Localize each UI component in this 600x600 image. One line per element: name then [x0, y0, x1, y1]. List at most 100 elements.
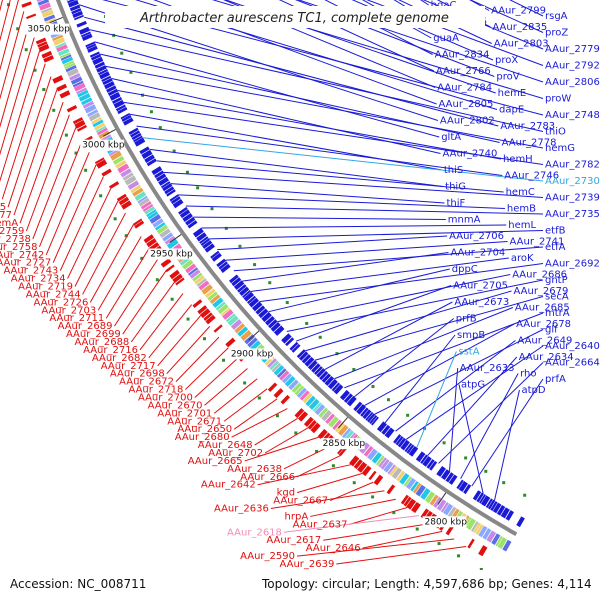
gene-label[interactable]: AAur_2834 — [435, 50, 490, 61]
gene-label[interactable]: AAur_2799 — [491, 6, 546, 17]
gene-label[interactable]: AAur_2778 — [502, 138, 557, 149]
gene-label[interactable]: AAur_2678 — [516, 319, 571, 330]
gene-label[interactable]: AAur_2784 — [437, 83, 492, 94]
gene-label[interactable]: AAur_2740 — [443, 149, 498, 160]
gene-label[interactable]: AAur_2670 — [148, 400, 203, 411]
gene-label[interactable]: AAur_2792 — [545, 61, 600, 72]
gene-label[interactable]: AAur_2835 — [492, 22, 547, 33]
gene-label[interactable]: AAur_2743 — [3, 266, 58, 277]
gene-label[interactable]: hemL — [508, 220, 536, 231]
gene-label[interactable]: AAur_2718 — [128, 385, 183, 396]
gene-label[interactable]: smpB — [457, 330, 485, 341]
gene-label[interactable]: hemC — [506, 187, 535, 198]
gene-label[interactable]: AAur_2673 — [454, 297, 509, 308]
gene-label[interactable]: AAur_2744 — [26, 289, 81, 300]
gene-label[interactable]: AAur_2679 — [514, 286, 569, 297]
gene-label[interactable]: AAur_2648 — [198, 440, 253, 451]
gene-label[interactable]: kgd — [277, 488, 296, 499]
gene-label[interactable]: proW — [545, 94, 571, 105]
gene-label[interactable]: AAur_2617 — [266, 535, 321, 546]
gene-label[interactable]: AAur_2665 — [188, 456, 243, 467]
gene-label[interactable]: AAur_2698 — [110, 369, 165, 380]
gene-label[interactable]: AAur_2735 — [545, 209, 600, 220]
gene-label[interactable]: AAur_2742 — [0, 250, 44, 261]
gene-label[interactable]: AAur_2719 — [18, 282, 73, 293]
gene-label[interactable]: hemH — [503, 154, 533, 165]
gene-label[interactable]: proV — [496, 72, 519, 83]
gene-label[interactable]: AAur_2758 — [0, 242, 37, 253]
gene-label[interactable]: AAur_2667 — [273, 496, 328, 507]
gene-label[interactable]: AAur_2745 — [0, 202, 6, 213]
gene-label[interactable]: thiG — [445, 182, 466, 193]
gene-label[interactable]: rsgA — [545, 11, 568, 22]
gene-label[interactable]: glf — [545, 325, 558, 336]
gene-label[interactable]: atpG — [461, 380, 485, 391]
gene-label[interactable]: hemE — [498, 88, 527, 99]
gene-label[interactable]: AAur_2671 — [167, 416, 222, 427]
gene-label[interactable]: hrpA — [285, 511, 309, 522]
gene-label[interactable]: AAur_2666 — [240, 472, 295, 483]
gene-label[interactable]: AAur_2716 — [83, 345, 138, 356]
gene-label[interactable]: AAur_2664 — [545, 358, 600, 369]
gene-label[interactable]: AAur_2739 — [545, 193, 600, 204]
gene-label[interactable]: thiF — [446, 198, 465, 209]
gene-label[interactable]: mtrA — [545, 308, 570, 319]
gene-label[interactable]: AAur_2803 — [494, 39, 549, 50]
gene-label[interactable]: AAur_2692 — [545, 259, 600, 270]
gene-label[interactable]: AAur_2702 — [208, 448, 263, 459]
gene-label[interactable]: AAur_2672 — [119, 377, 174, 388]
gene-label[interactable]: guaA — [433, 33, 459, 44]
gene-label[interactable]: AAur_2726 — [33, 297, 88, 308]
gene-label[interactable]: sstA — [458, 347, 479, 358]
gene-label[interactable]: AAur_2618 — [227, 527, 282, 538]
gene-label[interactable]: AAur_2689 — [58, 321, 113, 332]
gene-label[interactable]: AAur_2782 — [545, 160, 600, 171]
gene-label[interactable]: AAur_2802 — [440, 116, 495, 127]
gene-label[interactable]: AAur_2759 — [0, 226, 24, 237]
gene-label[interactable]: dppC — [452, 264, 478, 275]
gene-label[interactable]: AAur_2650 — [177, 424, 232, 435]
gene-label[interactable]: AAur_2727 — [0, 258, 51, 269]
gene-label[interactable]: AAur_2649 — [517, 336, 572, 347]
gene-label[interactable]: thiO — [545, 127, 566, 138]
gene-label[interactable]: gltA — [441, 132, 461, 143]
gene-label[interactable]: AAur_2637 — [293, 519, 348, 530]
gene-label[interactable]: AAur_2638 — [227, 464, 282, 475]
gene-label[interactable]: AAur_2738 — [0, 234, 31, 245]
gene-label[interactable]: AAur_2682 — [92, 353, 147, 364]
gene-label[interactable]: AAur_2805 — [439, 99, 494, 110]
gene-label[interactable]: AAur_2633 — [460, 363, 515, 374]
gene-label[interactable]: etfB — [545, 226, 566, 237]
gene-label[interactable]: AAur_2783 — [500, 121, 555, 132]
gene-label[interactable]: AAur_2734 — [11, 274, 66, 285]
gene-label[interactable]: AAur_2806 — [545, 77, 600, 88]
gene-label[interactable]: aroK — [511, 253, 534, 264]
gene-label[interactable]: AAur_2680 — [175, 432, 230, 443]
gene-label[interactable]: AAur_2730 — [545, 176, 600, 187]
gene-label[interactable]: AAur_2703 — [41, 305, 96, 316]
gene-label[interactable]: secA — [545, 292, 569, 303]
gene-label[interactable]: AAur_2717 — [101, 361, 156, 372]
gene-label[interactable]: AAur_2701 — [157, 408, 212, 419]
gene-label[interactable]: hemA — [0, 218, 18, 229]
gene-label[interactable]: AAur_2685 — [515, 303, 570, 314]
gene-label[interactable]: AAur_2777 — [0, 210, 12, 221]
gene-label[interactable]: AAur_2639 — [279, 559, 334, 570]
gene-label[interactable]: mnmA — [448, 215, 481, 226]
gene-label[interactable]: bgaC — [431, 0, 457, 11]
gene-label[interactable]: AAur_2741 — [510, 237, 565, 248]
gene-label[interactable]: AAur_2634 — [519, 352, 574, 363]
gene-label[interactable]: AAur_2642 — [201, 480, 256, 491]
gene-label[interactable]: AAur_2636 — [214, 504, 269, 515]
gene-label[interactable]: AAur_2705 — [453, 281, 508, 292]
gene-label[interactable]: hemG — [545, 143, 575, 154]
gene-label[interactable]: proZ — [545, 28, 568, 39]
gene-label[interactable]: AAur_2699 — [66, 329, 121, 340]
gene-label[interactable]: AAur_2688 — [74, 337, 129, 348]
gene-label[interactable]: dapE — [499, 105, 524, 116]
gene-label[interactable]: AAur_2766 — [436, 66, 491, 77]
gene-label[interactable]: gntP — [545, 275, 568, 286]
gene-label[interactable]: AAur_2704 — [450, 248, 505, 259]
gene-label[interactable]: AAur_2779 — [545, 44, 600, 55]
gene-label[interactable]: prfB — [456, 314, 477, 325]
